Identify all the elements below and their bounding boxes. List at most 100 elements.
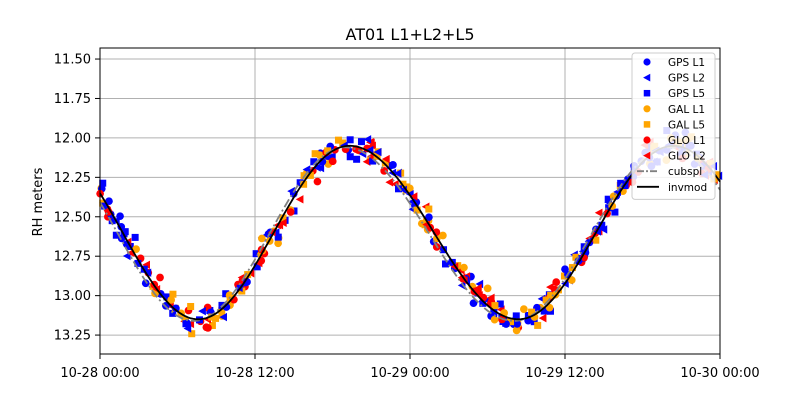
data-point <box>599 225 608 234</box>
data-point <box>604 195 612 203</box>
data-point <box>132 245 140 254</box>
y-axis-label: RH meters <box>31 167 46 236</box>
x-tick-label: 10-30 00:00 <box>680 366 759 381</box>
y-tick-label: 13.25 <box>54 329 91 344</box>
data-point <box>457 281 466 290</box>
y-tick-label: 12.75 <box>54 250 91 265</box>
data-point <box>105 197 113 206</box>
data-point <box>183 319 191 328</box>
data-point <box>425 213 433 222</box>
data-point <box>611 208 619 216</box>
data-point <box>287 186 295 196</box>
data-point <box>490 315 499 324</box>
data-point <box>534 321 542 329</box>
data-point <box>219 312 227 322</box>
data-point <box>520 305 528 313</box>
data-point <box>208 313 216 321</box>
data-point <box>313 177 322 186</box>
data-point <box>381 154 390 164</box>
data-point <box>538 313 547 323</box>
data-point <box>204 324 212 332</box>
data-point <box>547 291 555 299</box>
data-point <box>561 265 569 274</box>
data-point <box>328 157 337 166</box>
data-point <box>131 233 139 241</box>
data-points <box>96 127 723 338</box>
data-point <box>540 307 548 315</box>
data-point <box>310 158 318 166</box>
data-point <box>108 217 116 225</box>
legend: GPS L1 GPS L2 GPS L5 GAL L1 GAL L5 GLO L1 GLO … <box>631 52 716 200</box>
data-point <box>513 320 521 328</box>
legend-label: GLO L1 <box>668 135 706 147</box>
data-point <box>358 149 367 159</box>
data-point <box>218 306 226 314</box>
y-tick-label: 12.00 <box>54 131 91 146</box>
data-point <box>598 221 606 229</box>
data-point <box>99 179 107 187</box>
data-point <box>425 205 433 213</box>
data-point <box>328 153 336 161</box>
data-point <box>324 147 332 155</box>
data-point <box>278 218 287 227</box>
data-point <box>334 136 342 144</box>
legend-label: GPS L1 <box>668 57 705 69</box>
legend-box <box>631 52 716 200</box>
legend-marker <box>643 151 651 160</box>
data-point <box>258 234 266 243</box>
x-tick-label: 10-29 12:00 <box>525 366 604 381</box>
legend-marker <box>643 136 651 144</box>
data-point <box>552 278 561 287</box>
data-point <box>605 204 613 212</box>
data-point <box>112 231 120 239</box>
data-point <box>141 279 150 288</box>
data-point <box>252 250 260 258</box>
legend-label: GAL L1 <box>668 104 705 116</box>
data-point <box>393 169 402 178</box>
data-point <box>142 260 151 270</box>
data-point <box>617 179 625 187</box>
data-point <box>567 276 576 284</box>
data-point <box>469 299 478 308</box>
data-point <box>542 296 550 304</box>
data-point <box>208 322 216 330</box>
data-point <box>163 293 171 301</box>
data-point <box>169 309 177 317</box>
data-point <box>460 263 468 272</box>
data-point <box>594 208 603 217</box>
y-tick-label: 11.75 <box>54 92 91 107</box>
data-point <box>313 163 321 172</box>
data-point <box>440 246 448 254</box>
data-point <box>491 302 499 310</box>
data-point <box>225 291 234 300</box>
data-point <box>143 268 152 277</box>
data-point <box>254 258 263 268</box>
legend-marker <box>643 105 651 113</box>
data-point <box>496 300 504 308</box>
data-point <box>300 180 308 188</box>
data-point <box>156 273 164 282</box>
data-point <box>234 283 243 292</box>
legend-label: GPS L2 <box>668 73 705 85</box>
data-point <box>389 161 397 169</box>
legend-marker <box>643 58 651 66</box>
legend-label: GLO L2 <box>668 151 706 163</box>
legend-label: invmod <box>668 182 707 194</box>
data-point <box>279 214 287 222</box>
data-point <box>212 314 220 322</box>
data-point <box>381 159 389 167</box>
x-tick-label: 10-28 00:00 <box>60 366 139 381</box>
data-point <box>572 253 580 261</box>
data-point <box>373 147 382 157</box>
legend-label: GPS L5 <box>668 88 705 100</box>
data-point <box>169 290 177 298</box>
legend-marker <box>643 89 651 97</box>
data-point <box>188 330 196 338</box>
data-point <box>306 171 314 179</box>
data-point <box>394 185 402 193</box>
data-point <box>363 135 372 144</box>
data-point <box>512 326 521 335</box>
x-axis-ticks: 10-28 00:00 10-28 12:00 10-29 00:00 10-29 1… <box>60 354 760 381</box>
y-tick-label: 12.25 <box>54 171 91 186</box>
data-point <box>528 308 536 316</box>
